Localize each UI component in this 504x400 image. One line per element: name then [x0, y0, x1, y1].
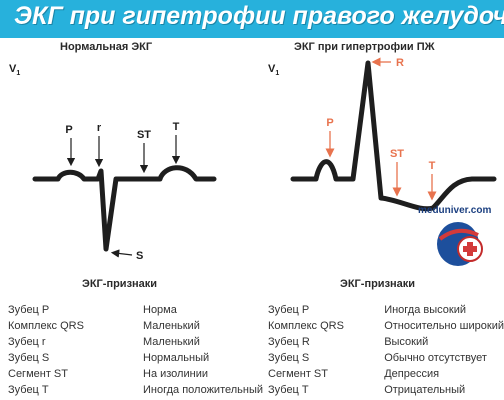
table-row: Зубец r Маленький: [8, 334, 263, 350]
sign-value: Маленький: [143, 336, 200, 348]
normal-signs-table: Зубец P Норма Комплекс QRS Маленький Зубец…: [8, 302, 263, 398]
title-banner: ЭКГ при гипетрофии правого желудочка: [0, 0, 504, 38]
normal-s-arrow: [110, 249, 133, 258]
table-row: Зубец P Иногда высокий: [268, 302, 504, 318]
table-row: Зубец R Высокий: [268, 334, 504, 350]
normal-signs-title: ЭКГ-признаки: [82, 278, 158, 290]
normal-t-label: T: [173, 121, 180, 133]
rvh-signs-table: Зубец P Иногда высокий Комплекс QRS Относи…: [268, 302, 504, 398]
normal-lead-label: V1: [9, 63, 20, 77]
sign-value: Отрицательный: [384, 384, 466, 396]
normal-ecg-trace: [32, 165, 217, 252]
sign-value: Маленький: [143, 320, 200, 332]
rvh-signs-title: ЭКГ-признаки: [340, 278, 416, 290]
table-row: Зубец P Норма: [8, 302, 263, 318]
rvh-r-label: R: [396, 57, 404, 69]
sign-name: Комплекс QRS: [268, 320, 344, 332]
normal-s-label: S: [136, 250, 143, 262]
sign-name: Зубец S: [8, 352, 50, 364]
ecg-diagrams: V1 P r ST T S V1 P R ST T: [9, 57, 497, 262]
rvh-ecg-trace: [290, 60, 497, 212]
table-row: Сегмент ST Депрессия: [268, 366, 504, 382]
normal-p-label: P: [65, 124, 72, 136]
sign-value: Депрессия: [384, 368, 440, 380]
sign-value: Нормальный: [143, 352, 210, 364]
page-title: ЭКГ при гипетрофии правого желудочка: [14, 2, 504, 30]
table-row: Комплекс QRS Маленький: [8, 318, 263, 334]
normal-r-label: r: [97, 122, 102, 134]
sign-name: Зубец P: [268, 304, 310, 316]
sign-value: Иногда высокий: [384, 304, 466, 316]
sign-name: Сегмент ST: [8, 368, 68, 380]
table-row: Зубец T Отрицательный: [268, 382, 504, 398]
table-row: Сегмент ST На изолинии: [8, 366, 263, 382]
medical-cross-logo-icon: [437, 222, 483, 266]
rvh-p-label: P: [326, 117, 333, 129]
table-row: Зубец S Нормальный: [8, 350, 263, 366]
watermark-text: meduniver.com: [418, 205, 492, 216]
table-row: Зубец T Иногда положительный: [8, 382, 263, 398]
rvh-ecg-title: ЭКГ при гипертрофии ПЖ: [294, 41, 435, 53]
rvh-t-label: T: [429, 160, 436, 172]
sign-name: Зубец R: [268, 336, 310, 348]
sign-name: Зубец P: [8, 304, 50, 316]
normal-st-label: ST: [137, 129, 151, 141]
rvh-st-label: ST: [390, 148, 404, 160]
sign-value: Обычно отсутствует: [384, 352, 487, 364]
sign-value: Норма: [143, 304, 177, 316]
sign-value: Относительно широкий: [384, 320, 504, 332]
rvh-lead-label: V1: [268, 63, 279, 77]
sign-name: Сегмент ST: [268, 368, 328, 380]
sign-name: Зубец r: [8, 336, 46, 348]
table-row: Зубец S Обычно отсутствует: [268, 350, 504, 366]
sign-value: Иногда положительный: [143, 384, 264, 396]
sign-name: Зубец T: [8, 384, 49, 396]
sign-name: Комплекс QRS: [8, 320, 84, 332]
sign-value: На изолинии: [143, 368, 208, 380]
normal-ecg-title: Нормальная ЭКГ: [60, 41, 153, 53]
sign-name: Зубец S: [268, 352, 310, 364]
sign-name: Зубец T: [268, 384, 309, 396]
table-row: Комплекс QRS Относительно широкий: [268, 318, 504, 334]
sign-value: Высокий: [384, 336, 429, 348]
